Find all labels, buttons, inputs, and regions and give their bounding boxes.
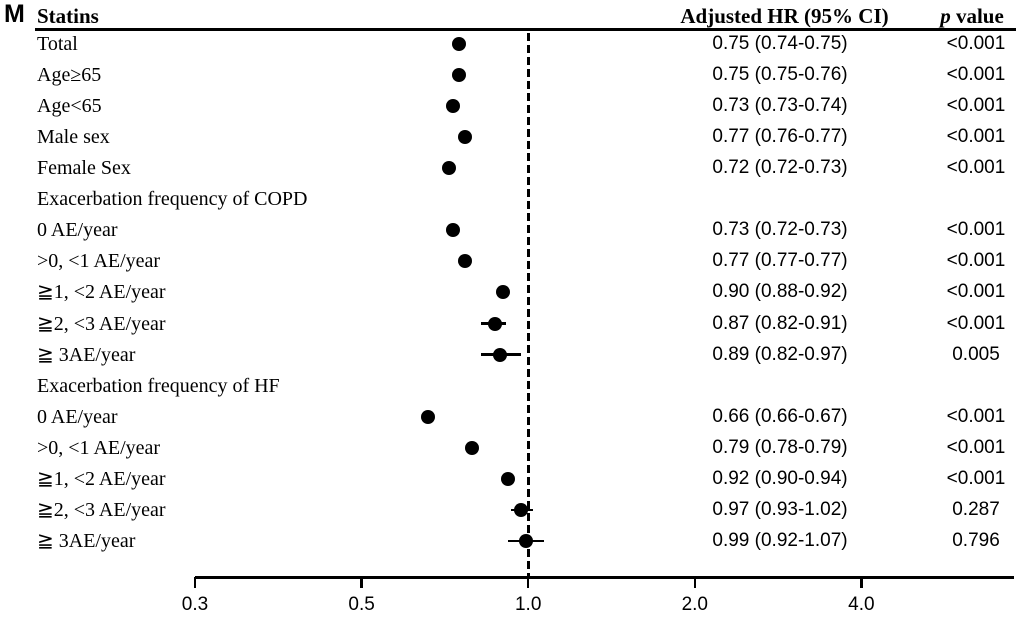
hr-ci-text: 0.89 (0.82-0.97): [712, 343, 848, 365]
x-axis-tick: [860, 577, 863, 588]
p-value-text: 0.287: [952, 498, 1000, 520]
row-label: ≧1, <2 AE/year: [37, 467, 166, 490]
row-label: ≧ 3AE/year: [37, 343, 136, 366]
hr-point-marker: [452, 37, 467, 51]
hr-point-marker: [493, 347, 508, 362]
panel-letter: M: [4, 0, 25, 28]
row-label: Female Sex: [37, 157, 131, 180]
p-value-text: 0.796: [952, 529, 1000, 551]
x-axis-tick: [693, 577, 697, 588]
p-value-text: 0.005: [952, 343, 1000, 365]
row-label: ≧ 3AE/year: [37, 529, 136, 552]
p-value-text: <0.001: [946, 467, 1006, 489]
row-label: 0 AE/year: [37, 405, 118, 428]
x-axis-tick-label: 2.0: [681, 594, 708, 615]
hr-ci-text: 0.87 (0.82-0.91): [712, 312, 848, 334]
hr-point-marker: [452, 68, 467, 83]
hr-point-marker: [513, 502, 528, 517]
row-label: Age≥65: [37, 64, 102, 87]
x-axis-tick-label: 1.0: [514, 594, 542, 615]
column-header-subgroup: Statins: [37, 4, 99, 28]
x-axis-line: [195, 576, 1014, 579]
hr-ci-text: 0.79 (0.78-0.79): [712, 436, 848, 458]
hr-point-marker: [458, 254, 473, 269]
p-value-text: <0.001: [946, 157, 1006, 179]
row-label: Age<65: [37, 95, 102, 118]
p-value-text: <0.001: [946, 64, 1006, 86]
p-value-text: <0.001: [946, 312, 1006, 334]
hr-point-marker: [495, 285, 510, 300]
row-label: Total: [37, 33, 78, 55]
p-value-text: <0.001: [946, 33, 1006, 54]
hr-point-marker: [442, 161, 457, 176]
x-axis-tick: [526, 577, 530, 588]
hr-ci-text: 0.66 (0.66-0.67): [712, 405, 848, 427]
row-label: ≧2, <3 AE/year: [37, 312, 166, 335]
x-axis-tick-label: 0.5: [348, 594, 375, 615]
hr-point-marker: [445, 223, 460, 238]
hr-ci-text: 0.73 (0.72-0.73): [712, 219, 848, 241]
p-value-text: <0.001: [946, 219, 1006, 241]
row-label: ≧2, <3 AE/year: [37, 498, 166, 521]
p-rest-label: value: [955, 4, 1004, 28]
row-label: >0, <1 AE/year: [37, 250, 161, 273]
hr-point-marker: [518, 533, 533, 548]
x-axis-tick-label: 0.3: [181, 594, 209, 615]
hr-ci-text: 0.73 (0.73-0.74): [712, 95, 848, 117]
p-value-text: <0.001: [946, 250, 1006, 272]
row-label: >0, <1 AE/year: [37, 436, 161, 459]
column-header-hr: Adjusted HR (95% CI): [680, 4, 889, 28]
p-italic-label: p: [940, 4, 951, 28]
hr-ci-text: 0.75 (0.75-0.76): [712, 64, 848, 86]
p-value-text: <0.001: [946, 281, 1006, 303]
hr-ci-text: 0.97 (0.93-1.02): [712, 498, 848, 520]
row-label: ≧1, <2 AE/year: [37, 281, 166, 304]
hr-point-marker: [464, 440, 479, 455]
hr-ci-text: 0.75 (0.74-0.75): [712, 33, 848, 54]
hr-point-marker: [501, 471, 516, 486]
hr-ci-text: 0.90 (0.88-0.92): [712, 281, 848, 303]
hr-ci-text: 0.99 (0.92-1.07): [712, 529, 848, 551]
hr-point-marker: [421, 409, 436, 424]
x-axis-tick: [360, 577, 363, 588]
x-axis-tick-label: 4.0: [848, 594, 875, 615]
row-group-label: Exacerbation frequency of HF: [37, 374, 280, 397]
row-label: 0 AE/year: [37, 219, 118, 242]
column-header-pvalue: p value: [926, 3, 1018, 29]
p-value-text: <0.001: [946, 126, 1006, 148]
hr-point-marker: [445, 99, 460, 114]
p-value-text: <0.001: [946, 436, 1006, 458]
hr-ci-text: 0.92 (0.90-0.94): [712, 467, 848, 489]
hr-point-marker: [458, 130, 473, 145]
hr-ci-text: 0.72 (0.72-0.73): [712, 157, 848, 179]
row-label: Male sex: [37, 126, 110, 149]
row-group-label: Exacerbation frequency of COPD: [37, 188, 308, 211]
hr-point-marker: [487, 316, 502, 331]
x-axis-tick: [193, 577, 197, 588]
reference-line-hr-1: [526, 33, 530, 577]
hr-ci-text: 0.77 (0.77-0.77): [712, 250, 848, 272]
header-rule: [35, 28, 1016, 31]
p-value-text: <0.001: [946, 405, 1006, 427]
hr-ci-text: 0.77 (0.76-0.77): [712, 126, 848, 148]
p-value-text: <0.001: [946, 95, 1006, 117]
